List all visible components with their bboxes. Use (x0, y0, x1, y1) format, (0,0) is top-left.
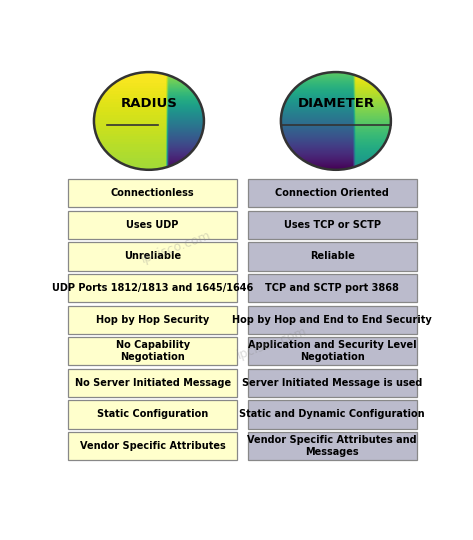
Text: DIAMETER: DIAMETER (298, 97, 375, 110)
FancyBboxPatch shape (68, 211, 237, 239)
Text: Connection Oriented: Connection Oriented (275, 188, 389, 198)
Text: No Capability
Negotiation: No Capability Negotiation (115, 340, 190, 362)
FancyBboxPatch shape (248, 179, 417, 207)
Text: Reliable: Reliable (310, 252, 355, 261)
FancyBboxPatch shape (68, 432, 237, 460)
Text: No Server Initiated Message: No Server Initiated Message (75, 378, 231, 388)
FancyBboxPatch shape (248, 211, 417, 239)
FancyBboxPatch shape (248, 242, 417, 271)
FancyBboxPatch shape (68, 369, 237, 397)
Text: Vendor Specific Attributes: Vendor Specific Attributes (80, 441, 226, 451)
Text: Vendor Specific Attributes and
Messages: Vendor Specific Attributes and Messages (247, 435, 417, 457)
FancyBboxPatch shape (68, 400, 237, 429)
FancyBboxPatch shape (248, 274, 417, 302)
Text: ipcisco.com: ipcisco.com (140, 229, 213, 266)
FancyBboxPatch shape (68, 179, 237, 207)
Text: Static Configuration: Static Configuration (97, 409, 208, 420)
Text: RADIUS: RADIUS (121, 97, 177, 110)
FancyBboxPatch shape (248, 432, 417, 460)
Text: UDP Ports 1812/1813 and 1645/1646: UDP Ports 1812/1813 and 1645/1646 (52, 283, 253, 293)
Text: Uses UDP: Uses UDP (126, 220, 179, 230)
FancyBboxPatch shape (248, 306, 417, 334)
Text: Unreliable: Unreliable (124, 252, 181, 261)
FancyBboxPatch shape (248, 369, 417, 397)
Text: ipcisco.com: ipcisco.com (235, 325, 308, 362)
Text: TCP and SCTP port 3868: TCP and SCTP port 3868 (265, 283, 399, 293)
FancyBboxPatch shape (68, 242, 237, 271)
FancyBboxPatch shape (68, 306, 237, 334)
Text: Connectionless: Connectionless (111, 188, 194, 198)
Text: Static and Dynamic Configuration: Static and Dynamic Configuration (239, 409, 425, 420)
Text: Hop by Hop Security: Hop by Hop Security (96, 315, 209, 325)
Text: Hop by Hop and End to End Security: Hop by Hop and End to End Security (232, 315, 432, 325)
FancyBboxPatch shape (248, 337, 417, 366)
Text: Uses TCP or SCTP: Uses TCP or SCTP (284, 220, 381, 230)
FancyBboxPatch shape (68, 337, 237, 366)
FancyBboxPatch shape (68, 274, 237, 302)
FancyBboxPatch shape (248, 400, 417, 429)
Text: Server Initiated Message is used: Server Initiated Message is used (242, 378, 422, 388)
Text: Application and Security Level
Negotiation: Application and Security Level Negotiati… (248, 340, 417, 362)
